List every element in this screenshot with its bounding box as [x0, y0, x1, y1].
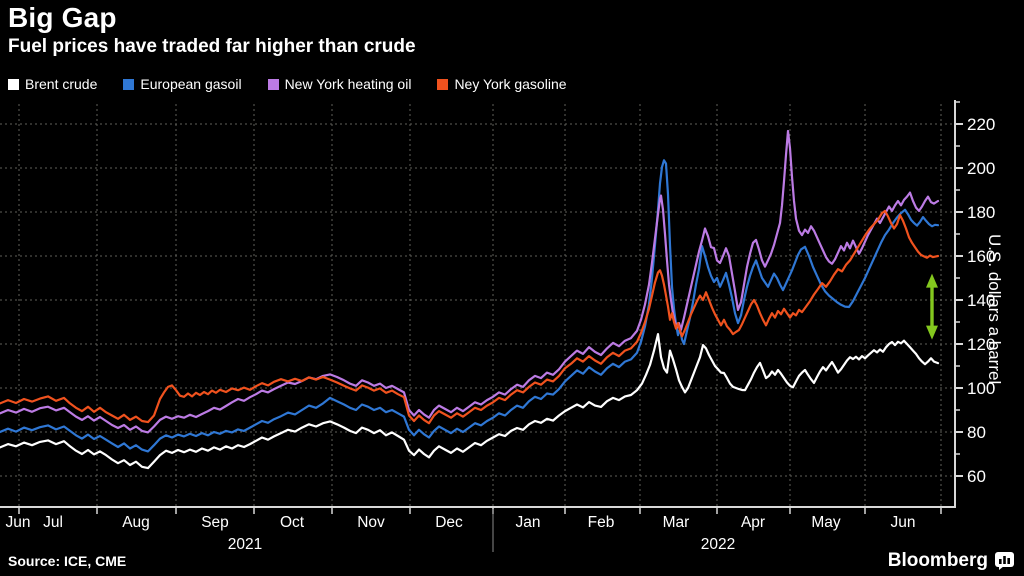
- y-tick-label: 80: [967, 423, 986, 442]
- legend-swatch-european-gasoil: [123, 78, 135, 90]
- legend-label-new-york-heating-oil: New York heating oil: [284, 76, 412, 92]
- year-label-2021: 2021: [228, 536, 262, 553]
- source-note: Source: ICE, CME: [8, 553, 127, 569]
- y-tick-label: 100: [967, 379, 995, 398]
- y-tick-label: 220: [967, 115, 995, 134]
- month-label-jun: Jun: [6, 514, 31, 531]
- month-label-jan: Jan: [516, 514, 541, 531]
- series-line-brent-crude: [0, 333, 940, 470]
- month-label-apr: Apr: [741, 514, 765, 531]
- chart-subtitle: Fuel prices have traded far higher than …: [8, 36, 416, 57]
- month-label-feb: Feb: [588, 514, 615, 531]
- month-label-jul: Jul: [43, 514, 63, 531]
- legend-label-ney-york-gasoline: Ney York gasoline: [454, 76, 567, 92]
- month-label-may: May: [811, 514, 841, 531]
- y-tick-label: 140: [967, 291, 995, 310]
- legend-swatch-ney-york-gasoline: [437, 78, 449, 90]
- legend-item-european-gasoil: European gasoil: [123, 76, 242, 92]
- month-label-dec: Dec: [435, 514, 463, 531]
- legend-item-ney-york-gasoline: Ney York gasoline: [437, 76, 567, 92]
- month-label-mar: Mar: [663, 514, 690, 531]
- bloomberg-bars-icon: [995, 552, 1014, 570]
- gap-arrow-head-up: [926, 273, 938, 288]
- y-axis-title: U.S. dollars a barrel: [985, 233, 1004, 385]
- gap-arrow-head-down: [926, 325, 938, 340]
- legend-label-brent-crude: Brent crude: [25, 76, 98, 92]
- month-label-oct: Oct: [280, 514, 305, 531]
- month-label-sep: Sep: [201, 514, 229, 531]
- bloomberg-logo: Bloomberg: [888, 550, 1014, 572]
- y-tick-label: 120: [967, 335, 995, 354]
- bloomberg-wordmark: Bloomberg: [887, 550, 988, 571]
- legend-swatch-new-york-heating-oil: [267, 78, 279, 90]
- series-line-new-york-heating-oil: [0, 129, 940, 434]
- month-label-aug: Aug: [122, 514, 150, 531]
- series-line-ney-york-gasoline: [0, 209, 940, 425]
- legend-swatch-brent-crude: [8, 78, 19, 90]
- series-line-european-gasoil: [0, 159, 940, 453]
- legend-item-brent-crude: Brent crude: [8, 76, 97, 92]
- page-title: Big Gap: [8, 2, 117, 33]
- legend-item-new-york-heating-oil: New York heating oil: [267, 76, 412, 92]
- legend: Brent crude European gasoil New York heati…: [8, 76, 567, 92]
- y-tick-label: 60: [967, 467, 986, 486]
- y-tick-label: 200: [967, 159, 995, 178]
- y-tick-label: 160: [967, 247, 995, 266]
- month-label-jun: Jun: [891, 514, 916, 531]
- y-tick-label: 180: [967, 203, 995, 222]
- month-label-nov: Nov: [357, 514, 385, 531]
- year-label-2022: 2022: [701, 536, 735, 553]
- legend-label-european-gasoil: European gasoil: [140, 76, 242, 92]
